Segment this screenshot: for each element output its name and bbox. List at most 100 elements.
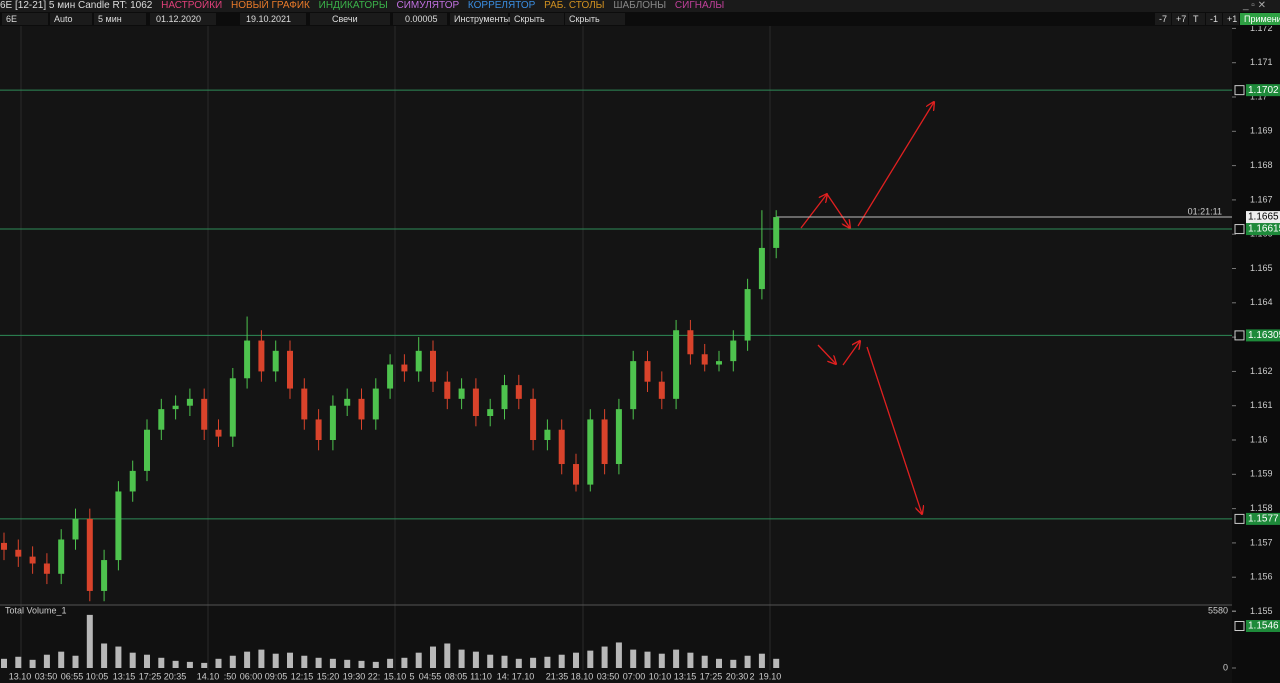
- volume-bar: [430, 646, 436, 668]
- scale-field[interactable]: Auto: [50, 13, 92, 25]
- y-tick-label: 1.167: [1250, 194, 1273, 204]
- button[interactable]: Скрыть линии: [565, 13, 625, 36]
- volume-bar: [744, 655, 751, 668]
- x-tick-label: 13:15: [113, 671, 136, 681]
- volume-bar: [644, 651, 651, 668]
- x-tick-label: 03:50: [597, 671, 620, 681]
- volume-bar: [329, 658, 336, 668]
- volume-bar: [287, 652, 293, 668]
- menu-item[interactable]: НАСТРОЙКИ: [161, 0, 223, 11]
- button[interactable]: -7: [1155, 13, 1171, 25]
- candle-body: [58, 539, 65, 574]
- x-tick-label: 10:05: [86, 671, 109, 681]
- volume-bar: [773, 658, 780, 668]
- x-tick-label: 07:00: [623, 671, 646, 681]
- volume-bar: [372, 661, 379, 668]
- apply-button[interactable]: Применить: [1240, 13, 1280, 25]
- candle-body: [601, 419, 608, 465]
- tick-field[interactable]: 0.00005: [393, 13, 447, 25]
- candle-body: [544, 429, 551, 441]
- x-tick-label: 14:: [497, 671, 510, 681]
- y-tick-label: 1.157: [1250, 537, 1273, 547]
- button[interactable]: Скрыть рис.: [510, 13, 564, 36]
- candle-body: [287, 350, 293, 389]
- volume-bar: [215, 658, 222, 668]
- volume-bar: [101, 643, 108, 668]
- window-controls[interactable]: _ ▫ ✕: [1242, 0, 1266, 11]
- symbol-field[interactable]: 6E: [2, 13, 48, 25]
- volume-tick-label: 5580: [1208, 605, 1228, 615]
- last-price-label: 1.1665: [1248, 212, 1279, 223]
- volume-bar: [515, 658, 522, 668]
- menu-item[interactable]: НОВЫЙ ГРАФИК: [231, 0, 310, 11]
- annotation-arrows: [800, 102, 934, 514]
- y-tick-label: 1.156: [1250, 572, 1273, 582]
- candle-body: [401, 364, 408, 372]
- volume-bar: [272, 653, 279, 668]
- candle-body: [458, 388, 465, 399]
- x-tick-label: 19:30: [343, 671, 366, 681]
- volume-bar: [415, 652, 422, 668]
- button[interactable]: Инструменты: [450, 13, 510, 25]
- timeframe-field[interactable]: 5 мин: [94, 13, 146, 25]
- level-label-bg: [1246, 512, 1280, 525]
- candle-body: [201, 398, 208, 430]
- volume-bar: [701, 655, 708, 668]
- x-tick-label: 15:20: [317, 671, 340, 681]
- remove-level: [1234, 224, 1245, 235]
- x-tick-label: 08:05: [445, 671, 468, 681]
- volume-bar: [344, 659, 351, 668]
- x-tick-label: 17.10: [512, 671, 535, 681]
- candle-body: [573, 464, 579, 485]
- x-tick-label: 2: [749, 671, 754, 681]
- menu-item[interactable]: ШАБЛОНЫ: [613, 0, 667, 11]
- candle-body: [444, 381, 451, 399]
- menu-item[interactable]: РАБ. СТОЛЫ: [544, 0, 605, 11]
- volume-bar: [658, 653, 665, 668]
- menu-item[interactable]: СИГНАЛЫ: [674, 0, 725, 11]
- candle-body: [687, 330, 694, 355]
- volume-bar: [115, 646, 122, 668]
- candle-body: [730, 340, 737, 362]
- date-from[interactable]: 01.12.2020: [150, 13, 216, 25]
- menu-item[interactable]: СИМУЛЯТОР: [396, 0, 460, 11]
- volume-bar: [129, 652, 136, 668]
- level-label-bg: [1246, 84, 1280, 97]
- x-tick-label: 06:00: [240, 671, 263, 681]
- y-tick-label: 1.168: [1250, 160, 1273, 170]
- candle-body: [215, 429, 222, 437]
- volume-bar: [1, 658, 7, 668]
- candle-body: [315, 419, 322, 441]
- candle-body: [558, 429, 565, 465]
- candle-body: [344, 398, 351, 406]
- candle-body: [15, 549, 22, 557]
- menu-item[interactable]: КОРРЕЛЯТОР: [467, 0, 536, 11]
- button[interactable]: +7: [1172, 13, 1188, 25]
- candle-body: [144, 429, 150, 471]
- volume-bar: [730, 659, 737, 668]
- last-price-label-bg: [1246, 211, 1280, 224]
- candle-body: [472, 388, 479, 417]
- volume-bar: [144, 654, 150, 668]
- candle-body: [644, 361, 651, 382]
- x-tick-label: 04:55: [419, 671, 442, 681]
- price-axis: [1232, 26, 1280, 683]
- candle-body: [29, 556, 36, 564]
- button[interactable]: +1: [1223, 13, 1239, 25]
- button[interactable]: T: [1189, 13, 1205, 25]
- remove-level: [1234, 85, 1245, 96]
- candle-body: [158, 409, 165, 430]
- x-tick-label: 18.10: [571, 671, 594, 681]
- volume-bar: [58, 651, 65, 668]
- x-tick-label: 17:25: [139, 671, 162, 681]
- volume-bar: [72, 655, 79, 668]
- candle-body: [530, 398, 537, 441]
- date-to[interactable]: 19.10.2021: [240, 13, 306, 25]
- style-field[interactable]: Свечи: [310, 13, 390, 25]
- candle-body: [515, 385, 522, 399]
- level-label: 1.1577: [1248, 514, 1279, 525]
- y-tick-label: 1.155: [1250, 606, 1273, 616]
- button[interactable]: -1: [1206, 13, 1222, 25]
- volume-bar: [558, 654, 565, 668]
- menu-item[interactable]: ИНДИКАТОРЫ: [318, 0, 388, 11]
